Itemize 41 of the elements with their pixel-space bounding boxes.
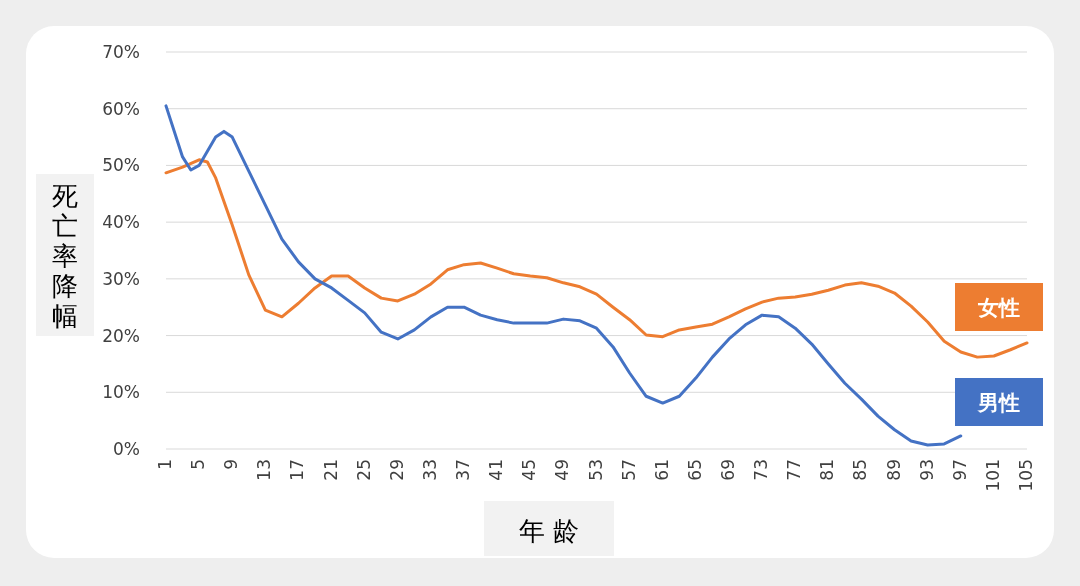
x-tick-label: 1 (155, 459, 175, 470)
x-tick-label: 93 (916, 459, 937, 481)
line-series (164, 158, 1029, 359)
x-tick-label: 33 (419, 459, 440, 481)
x-tick-label: 77 (784, 459, 805, 481)
y-tick-label: 60% (102, 98, 140, 119)
x-tick-label: 21 (320, 459, 341, 481)
series-label: 男性 (977, 391, 1020, 415)
y-tick-label: 0% (113, 439, 140, 459)
line-series (164, 104, 963, 447)
x-tick-label: 17 (287, 459, 308, 481)
y-tick-label: 70% (102, 42, 140, 62)
x-tick-label: 61 (651, 459, 672, 481)
y-tick-label: 20% (102, 325, 140, 346)
x-tick-label: 57 (618, 459, 639, 481)
x-tick-label: 13 (254, 459, 275, 481)
x-tick-label: 69 (717, 459, 738, 481)
x-tick-label: 41 (486, 459, 507, 481)
x-tick-label: 105 (1016, 459, 1036, 492)
x-tick-label: 73 (751, 459, 772, 481)
x-tick-label: 81 (817, 459, 838, 481)
x-tick-label: 65 (684, 459, 705, 481)
x-tick-label: 97 (949, 459, 970, 481)
y-tick-label: 10% (102, 382, 140, 403)
y-axis-title: 死亡率降幅 (52, 181, 78, 331)
x-tick-label: 37 (453, 459, 474, 481)
x-tick-label: 49 (552, 459, 573, 481)
y-tick-label: 40% (102, 212, 140, 233)
x-tick-label: 89 (883, 459, 904, 481)
x-tick-label: 9 (221, 459, 242, 470)
x-tick-label: 25 (353, 459, 374, 481)
x-tick-label: 101 (982, 459, 1003, 492)
x-tick-label: 29 (386, 459, 407, 481)
y-tick-label: 50% (102, 155, 140, 176)
x-tick-label: 5 (188, 459, 209, 470)
y-tick-label: 30% (102, 268, 140, 289)
x-tick-label: 85 (850, 459, 871, 481)
x-axis-title: 年 龄 (518, 516, 580, 546)
x-tick-label: 45 (519, 459, 540, 481)
series-label: 女性 (977, 296, 1020, 320)
x-tick-label: 53 (585, 459, 606, 481)
